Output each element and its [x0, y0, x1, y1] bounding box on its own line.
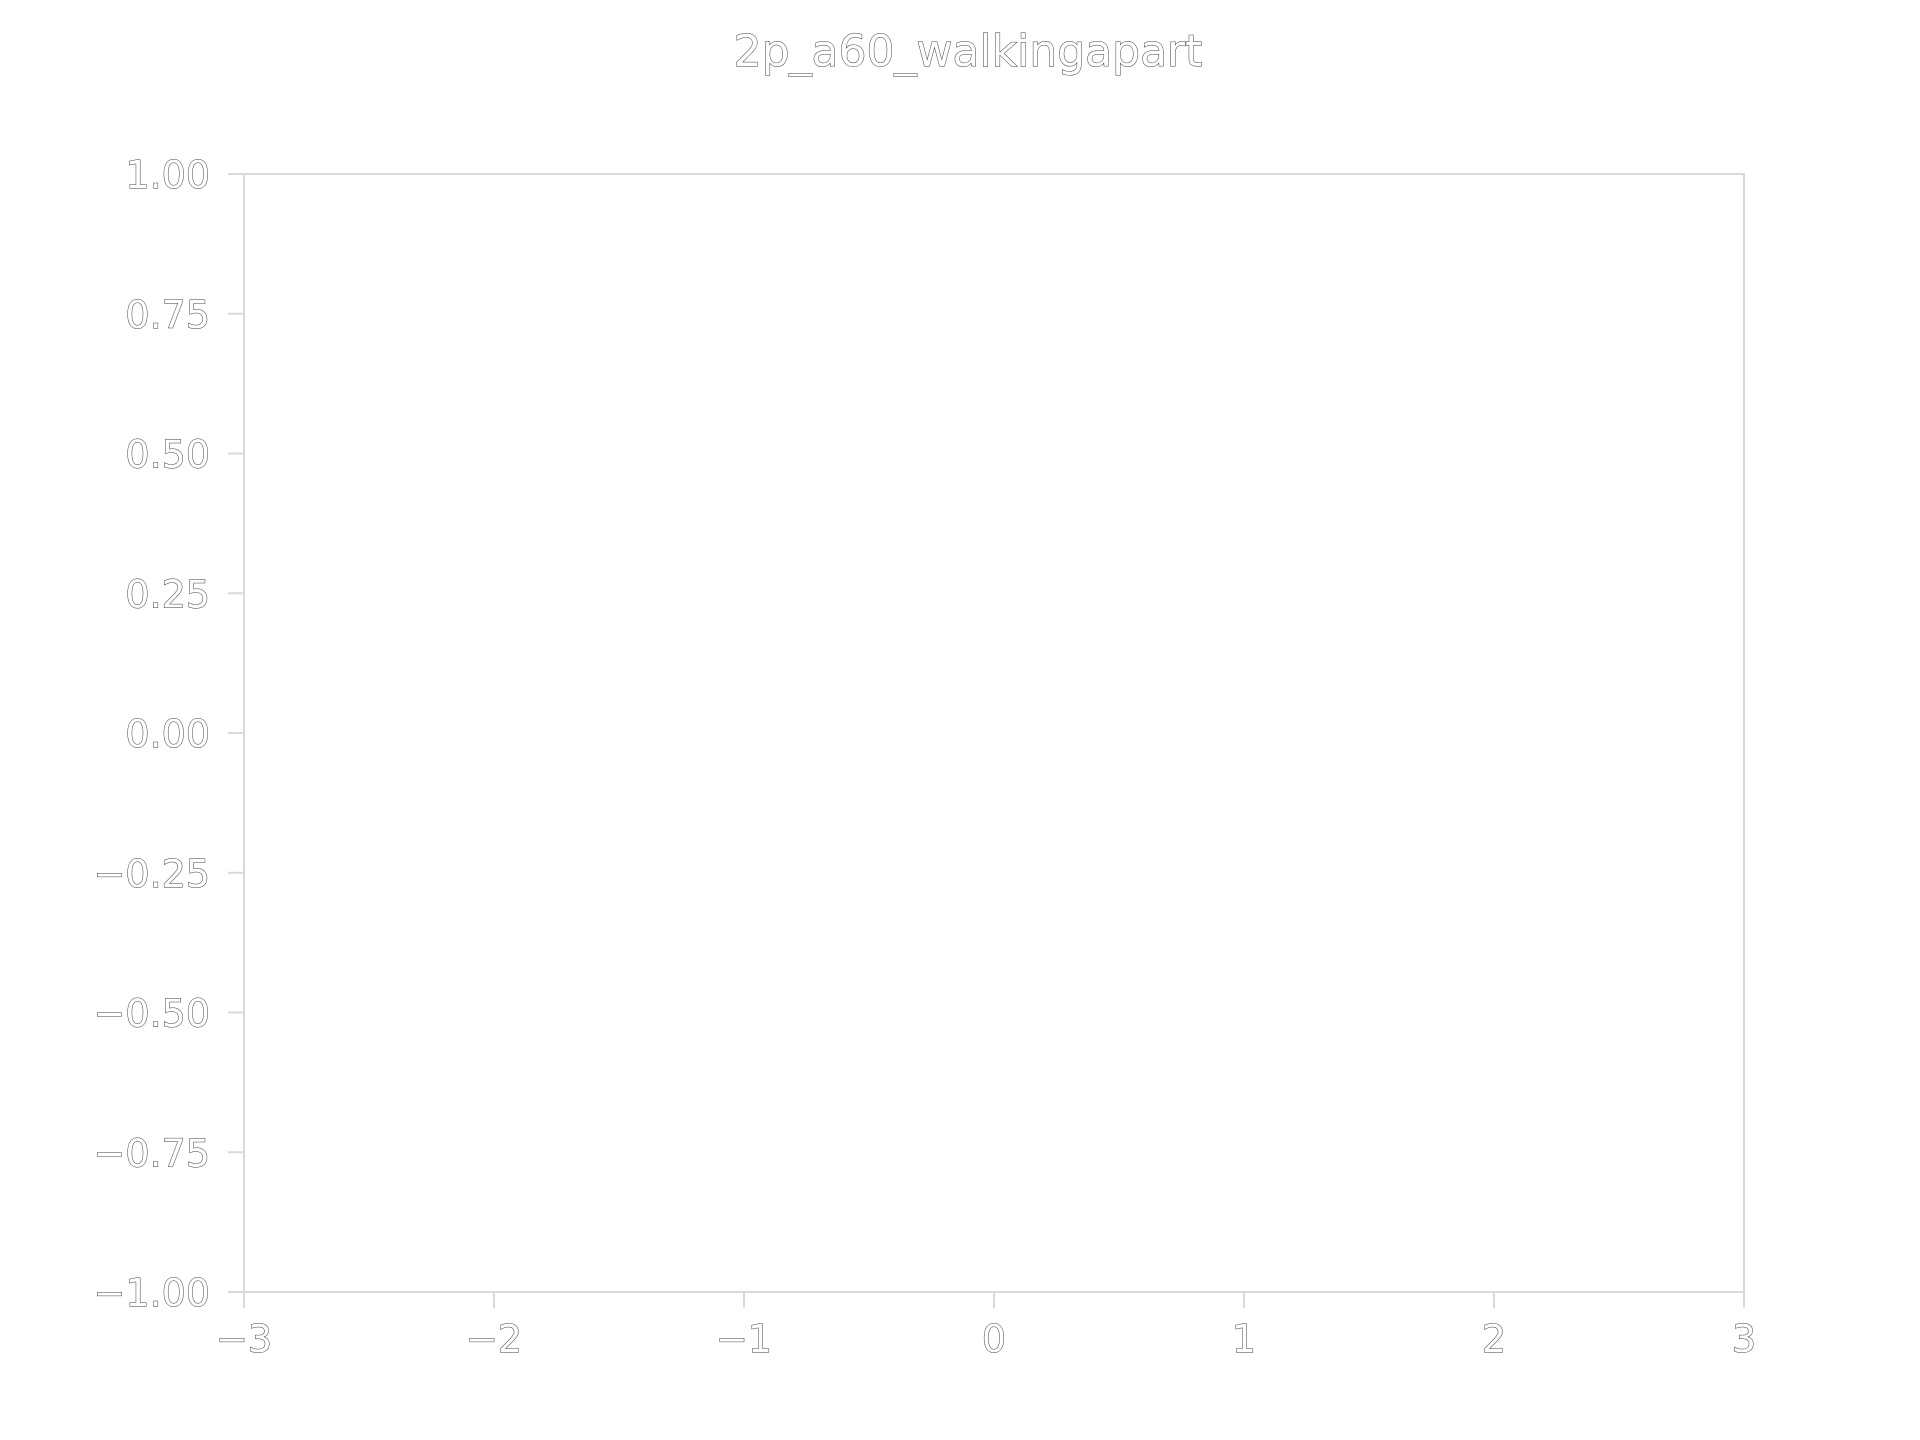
y-tick-label: −1.00: [94, 1271, 210, 1315]
y-tick-label: 0.75: [125, 293, 210, 337]
x-tick-label: −2: [466, 1317, 522, 1361]
y-tick-label: −0.50: [94, 992, 210, 1036]
y-tick-label: 0.25: [125, 572, 210, 616]
y-tick-label: −0.25: [94, 852, 210, 896]
y-axis: 1.00 0.75 0.50 0.25 0.00 −0.25 −0.50 −0.75 −1.00: [93, 153, 244, 1316]
x-tick-label: 0: [982, 1317, 1006, 1361]
chart-title: 2p_a60_walkingapart: [734, 26, 1203, 77]
x-tick-label: 2: [1482, 1317, 1506, 1361]
x-axis: −3 −2 −1 0 1 2 3: [215, 1292, 1757, 1362]
y-tick-label: 0.50: [125, 433, 210, 477]
plot-area-frame: [243, 173, 1745, 1293]
x-tick-label: −1: [716, 1317, 772, 1361]
y-tick-label: 0.00: [125, 712, 210, 756]
x-tick-label: −3: [216, 1317, 272, 1361]
y-tick-label: −0.75: [94, 1131, 210, 1175]
x-tick-label: 1: [1232, 1317, 1256, 1361]
y-tick-label: 1.00: [125, 153, 210, 197]
x-tick-label: 3: [1732, 1317, 1756, 1361]
